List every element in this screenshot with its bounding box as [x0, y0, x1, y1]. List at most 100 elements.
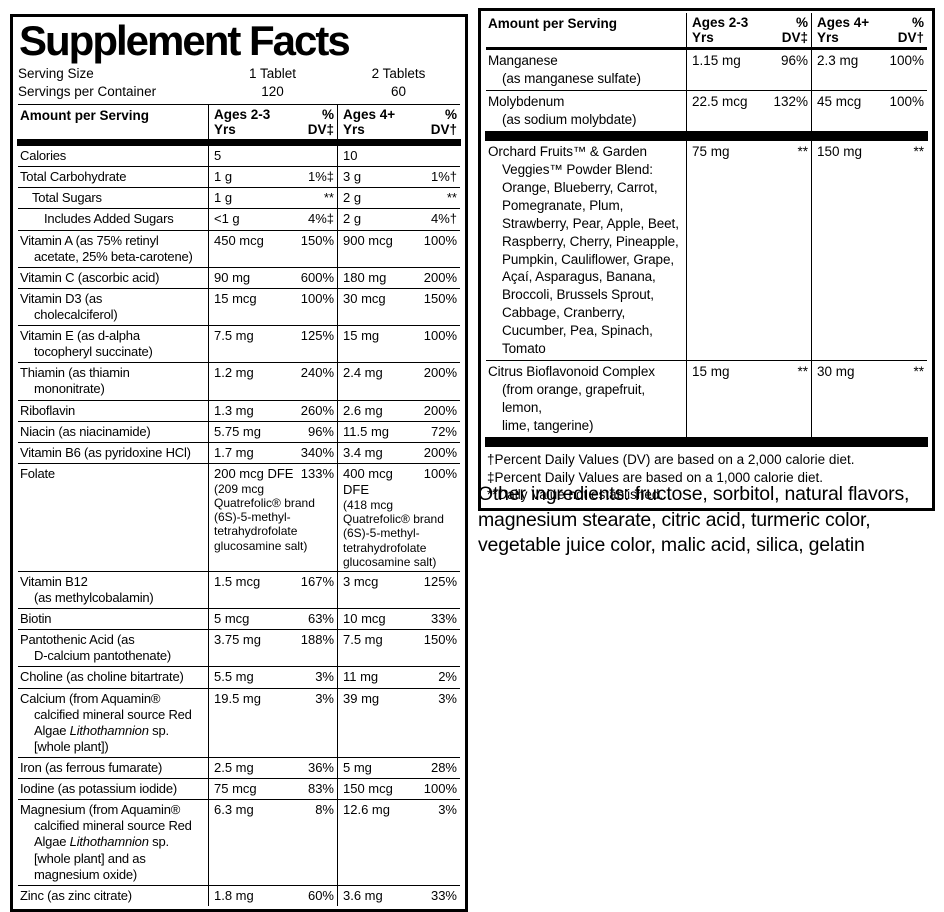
amount-cell: 45 mcg 100% — [811, 90, 927, 131]
amount-cell: 1.7 mg 340% — [208, 442, 337, 463]
amount-value: 1 g — [214, 169, 233, 185]
amount-value: 15 mg — [692, 364, 730, 380]
amount-cell: 5.5 mg 3% — [208, 667, 337, 688]
nutrient-name: Folate — [20, 465, 55, 481]
amount-value: 1.15 mg — [692, 53, 741, 68]
daily-value: 150% — [423, 290, 457, 306]
amount-cell: 10 mcg 33% — [337, 609, 460, 630]
header-ages-2-3-label: Ages 2-3 Yrs — [214, 107, 271, 138]
amount-value: 6.3 mg — [214, 802, 254, 818]
supplement-facts-title: Supplement Facts — [19, 17, 351, 64]
amount-cell: 5 mcg 63% — [208, 609, 337, 630]
amount-cell: 3.4 mg 200% — [337, 442, 460, 463]
amount-value: 5.5 mg — [214, 669, 254, 685]
header-ages-4plus-label: Ages 4+ Yrs — [817, 15, 870, 45]
daily-value: ** — [446, 190, 457, 206]
nutrient-name: Magnesium (from Aquamin® calcified miner… — [20, 802, 192, 882]
daily-value: 167% — [300, 573, 334, 589]
amount-value: 150 mcg — [343, 781, 393, 797]
daily-value: 100% — [423, 232, 457, 248]
daily-value: 60% — [307, 887, 334, 903]
table-row: Citrus Bioflavonoid Complex (from orange,… — [486, 360, 927, 438]
section-divider-bar — [485, 437, 928, 448]
right-table-header: Amount per Serving Ages 2-3 Yrs % DV‡ Ag… — [486, 11, 927, 50]
table-row: Orchard Fruits™ & Garden Veggies™ Powder… — [486, 140, 927, 361]
table-row: Vitamin C (ascorbic acid) 90 mg 600% 180 mg… — [18, 266, 460, 288]
amount-cell: 150 mg ** — [811, 140, 927, 361]
table-row: Vitamin E (as d-alpha tocopheryl succinat… — [18, 325, 460, 363]
daily-value: ** — [913, 364, 924, 380]
nutrient-name: Calories — [20, 148, 67, 164]
amount-cell: 1.8 mg 60% — [208, 885, 337, 906]
amount-cell: 900 mcg 100% — [337, 230, 460, 267]
serving-size-col1: 1 Tablet — [248, 65, 297, 81]
amount-value: <1 g — [214, 211, 240, 227]
nutrient-name: Total Sugars — [32, 190, 102, 206]
nutrient-name: Vitamin A (as 75% retinyl acetate, 25% be… — [20, 232, 193, 264]
amount-cell: 30 mg ** — [811, 361, 927, 438]
table-row: Iodine (as potassium iodide) 75 mcg 83% 150… — [18, 778, 460, 800]
servings-per-container-label: Servings per Container — [18, 83, 157, 99]
daily-value — [332, 148, 334, 164]
daily-value: 100% — [300, 290, 334, 306]
table-row: Zinc (as zinc citrate) 1.8 mg 60% 3.6 mg 33% — [18, 884, 460, 906]
header-dv2-label: % DV† — [430, 107, 457, 138]
daily-value: 96% — [780, 53, 808, 68]
daily-value: 100% — [889, 53, 924, 68]
nutrient-name: Riboflavin — [20, 402, 76, 418]
amount-cell: 450 mcg 150% — [208, 230, 337, 267]
daily-value: 100% — [423, 465, 457, 481]
amount-value: 5.75 mg — [214, 423, 261, 439]
amount-cell: 39 mg 3% — [337, 688, 460, 757]
daily-value: 150% — [300, 232, 334, 248]
amount-value: 2 g — [343, 190, 362, 206]
other-ingredients-text: Other ingredients: fructose, sorbitol, n… — [478, 483, 910, 557]
amount-value: 3.6 mg — [343, 887, 383, 903]
header-dv1-label: % DV‡ — [307, 107, 334, 138]
table-row: Includes Added Sugars <1 g 4%‡ 2 g 4%† — [18, 208, 460, 230]
header-ages-4plus: Ages 4+ Yrs % DV† — [337, 105, 460, 140]
daily-value: 200% — [423, 365, 457, 381]
header-ages-4plus-label: Ages 4+ Yrs — [343, 107, 396, 138]
supplement-facts-panel-right: Amount per Serving Ages 2-3 Yrs % DV‡ Ag… — [478, 8, 935, 511]
amount-value: 450 mcg — [214, 232, 264, 248]
amount-value: 19.5 mg — [214, 690, 261, 706]
amount-subtext: (209 mcg Quatrefolic® brand (6S)-5-methy… — [214, 481, 315, 553]
table-row: Iron (as ferrous fumarate) 2.5 mg 36% 5 mg 2… — [18, 756, 460, 779]
servings-per-container-row: Servings per Container 120 60 — [18, 83, 460, 101]
amount-value: 30 mg — [817, 364, 855, 380]
supplement-facts-panel-left: Supplement Facts Serving Size 1 Tablet 2… — [10, 14, 468, 912]
daily-value: 3% — [438, 690, 457, 706]
amount-value: 3.4 mg — [343, 444, 383, 460]
daily-value: 150% — [423, 632, 457, 648]
nutrient-name: Orchard Fruits™ & Garden Veggies™ Powder… — [488, 143, 679, 357]
amount-cell: 2.4 mg 200% — [337, 363, 460, 400]
footnotes: †Percent Daily Values (DV) are based on … — [487, 451, 926, 504]
daily-value: ** — [797, 143, 808, 159]
servings-count-col2: 60 — [390, 83, 407, 99]
nutrient-name: Calcium (from Aquamin® calcified mineral… — [20, 690, 192, 754]
amount-subtext: (418 mcg Quatrefolic® brand (6S)-5-methy… — [343, 498, 444, 569]
daily-value: 200% — [423, 402, 457, 418]
header-ages-4plus: Ages 4+ Yrs % DV† — [811, 13, 927, 47]
header-dv1-label: % DV‡ — [781, 15, 808, 45]
amount-value: 45 mcg — [817, 93, 862, 109]
nutrient-table-left: Calories 5 10 Total Carbohydrate 1 g 1%‡ 3 g 1%… — [18, 146, 460, 906]
amount-cell: 22.5 mcg 132% — [686, 90, 811, 131]
amount-cell: 7.5 mg 150% — [337, 630, 460, 667]
table-row: Vitamin D3 (as cholecalciferol) 15 mcg 100%… — [18, 287, 460, 326]
daily-value: 83% — [307, 781, 334, 797]
amount-value: 2.6 mg — [343, 402, 383, 418]
nutrient-name: Molybdenum (as sodium molybdate) — [488, 93, 637, 127]
nutrient-name: Total Carbohydrate — [20, 169, 127, 185]
daily-value: 2% — [438, 669, 457, 685]
nutrient-name: Zinc (as zinc citrate) — [20, 887, 132, 903]
amount-cell: 19.5 mg 3% — [208, 688, 337, 757]
amount-cell: 2.3 mg 100% — [811, 50, 927, 90]
table-row: Choline (as choline bitartrate) 5.5 mg 3% 1… — [18, 666, 460, 688]
amount-value: 30 mcg — [343, 290, 386, 306]
nutrient-name: Iron (as ferrous fumarate) — [20, 759, 163, 775]
amount-cell: 12.6 mg 3% — [337, 800, 460, 885]
amount-cell: 15 mg 100% — [337, 326, 460, 363]
daily-value: 260% — [300, 402, 334, 418]
